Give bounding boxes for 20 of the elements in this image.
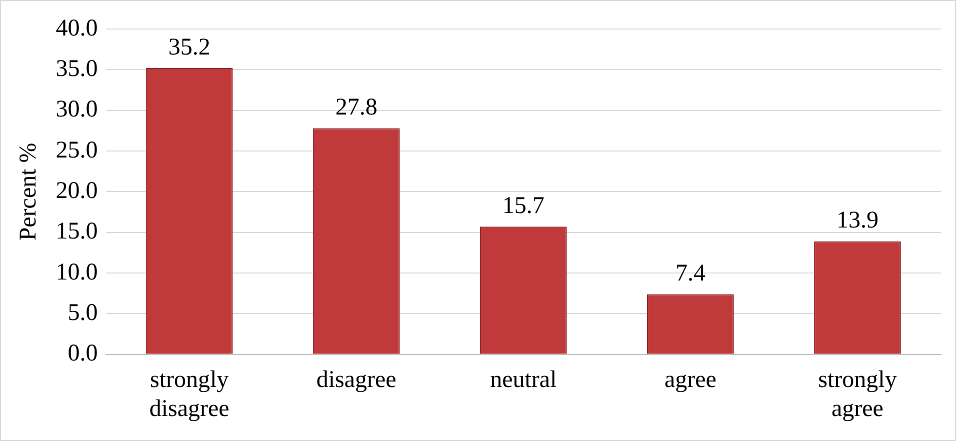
y-tick-label: 25.0 xyxy=(56,137,98,164)
y-tick-label: 20.0 xyxy=(56,178,98,204)
y-tick-label: 30.0 xyxy=(56,96,98,123)
y-tick-label: 35.0 xyxy=(56,56,98,82)
data-label: 27.8 xyxy=(335,94,378,121)
y-tick-label: 0.0 xyxy=(68,340,98,367)
y-tick-label: 5.0 xyxy=(68,300,98,326)
x-tick-label: agree xyxy=(664,367,716,394)
x-tick-label: disagree xyxy=(316,367,396,394)
y-axis-title: Percent % xyxy=(16,142,42,241)
x-tick-label: neutral xyxy=(490,367,558,394)
data-label: 7.4 xyxy=(675,260,706,286)
x-tick-label: strongly agree xyxy=(818,367,897,422)
data-label: 13.9 xyxy=(836,208,878,234)
data-label: 35.2 xyxy=(168,34,210,60)
y-tick-label: 15.0 xyxy=(56,218,98,245)
x-tick-label: strongly disagree xyxy=(149,367,230,422)
y-tick-label: 10.0 xyxy=(56,259,98,286)
data-label: 15.7 xyxy=(502,192,544,219)
y-tick-label: 40.0 xyxy=(56,15,98,42)
